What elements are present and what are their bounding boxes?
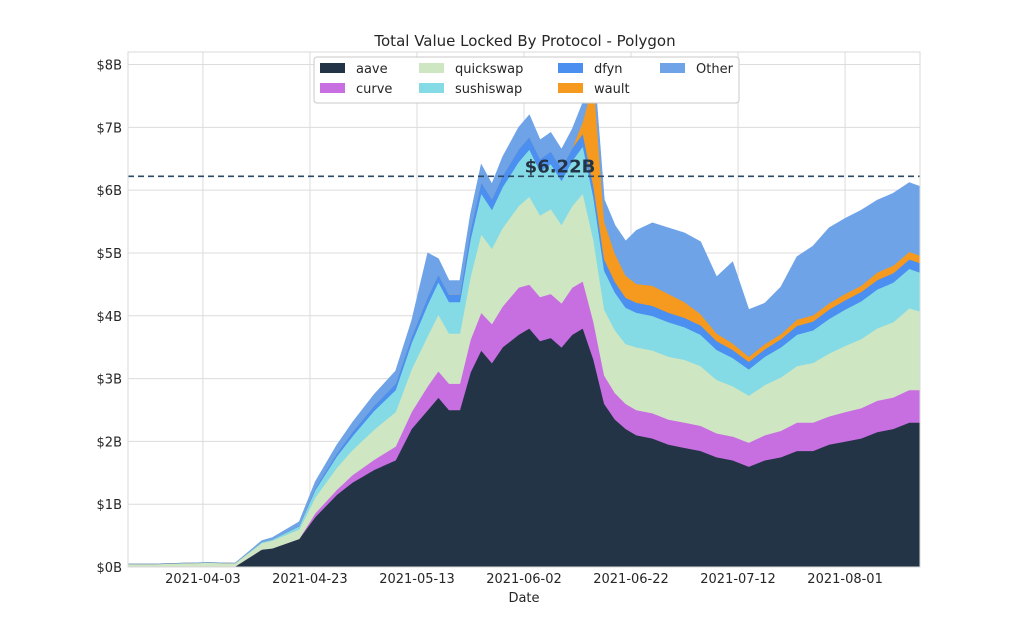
legend-swatch-wault: [558, 83, 583, 93]
legend-label-other: Other: [696, 62, 734, 77]
legend-swatch-dfyn: [558, 63, 583, 73]
legend-swatch-aave: [320, 63, 345, 73]
legend-label-sushiswap: sushiswap: [455, 82, 522, 97]
y-tick-label: $6B: [97, 184, 122, 199]
y-axis: $0B $1B $2B $3B $4B $5B $6B $7B $8B: [97, 59, 122, 576]
x-tick-label: 2021-04-23: [272, 572, 348, 587]
x-tick-label: 2021-08-01: [807, 572, 883, 587]
reference-line-label: $6.22B: [525, 156, 596, 177]
legend-label-wault: wault: [594, 82, 630, 97]
y-tick-label: $5B: [97, 247, 122, 262]
legend: aave curve quickswap sushiswap dfyn wault Othe…: [313, 56, 740, 104]
legend-swatch-other: [660, 63, 685, 73]
x-tick-label: 2021-05-13: [379, 572, 455, 587]
y-tick-label: $0B: [97, 561, 122, 576]
legend-swatch-sushiswap: [419, 83, 444, 93]
y-tick-label: $4B: [97, 310, 122, 325]
plot-frame: [127, 51, 921, 568]
legend-label-dfyn: dfyn: [594, 62, 623, 77]
y-tick-label: $3B: [97, 373, 122, 388]
x-tick-label: 2021-06-02: [486, 572, 562, 587]
x-tick-label: 2021-06-22: [593, 572, 669, 587]
legend-swatch-curve: [320, 83, 345, 93]
legend-label-aave: aave: [356, 62, 388, 77]
y-tick-label: $8B: [97, 59, 122, 74]
area-series: [127, 60, 921, 568]
y-tick-label: $1B: [97, 498, 122, 513]
x-tick-label: 2021-07-12: [700, 572, 776, 587]
chart-title: Total Value Locked By Protocol - Polygon: [373, 32, 675, 50]
legend-label-quickswap: quickswap: [455, 62, 523, 77]
x-axis-label: Date: [508, 591, 539, 606]
y-tick-label: $7B: [97, 121, 122, 136]
x-tick-label: 2021-04-03: [165, 572, 241, 587]
reference-line-group: $6.22B: [128, 156, 920, 177]
legend-label-curve: curve: [356, 82, 392, 97]
legend-swatch-quickswap: [419, 63, 444, 73]
y-tick-label: $2B: [97, 435, 122, 450]
x-axis: 2021-04-03 2021-04-23 2021-05-13 2021-06-02…: [165, 572, 883, 587]
